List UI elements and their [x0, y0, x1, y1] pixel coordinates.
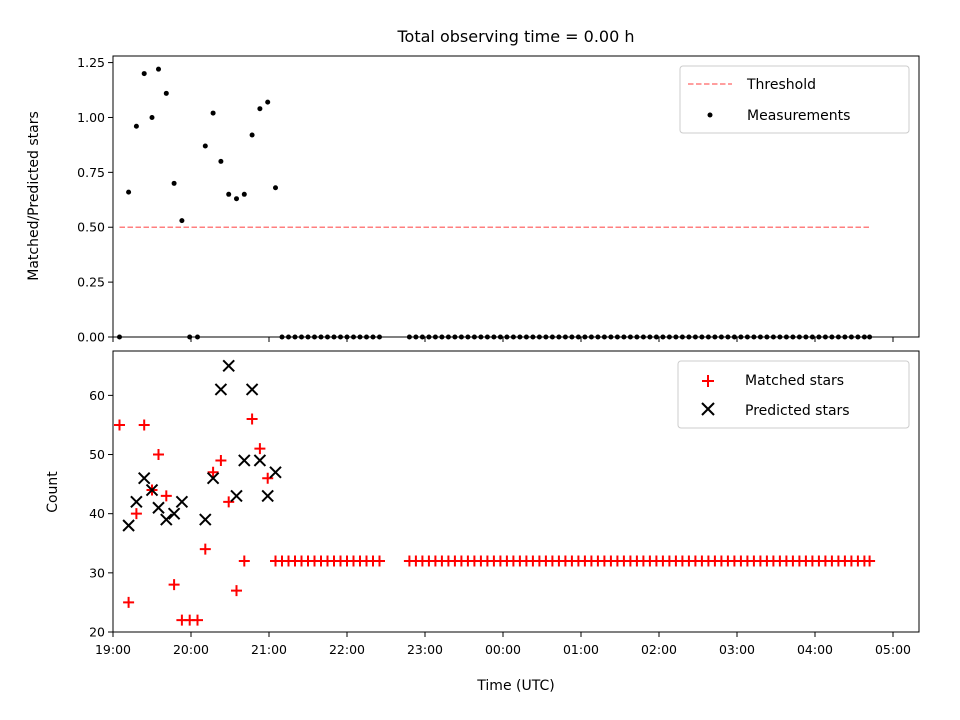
matched-star-point [168, 579, 180, 591]
matched-star-point [262, 472, 274, 484]
bottom-y-tick-label: 50 [89, 447, 105, 462]
measurement-point [234, 196, 239, 202]
legend-predicted-label: Predicted stars [745, 403, 850, 419]
predicted-star-point [122, 519, 135, 532]
matched-star-point [231, 585, 242, 597]
predicted-star-point [230, 489, 243, 503]
bottom-plot-frame [112, 350, 920, 633]
predicted-star-point [130, 495, 143, 509]
x-axis-label: Time (UTC) [476, 678, 554, 694]
x-tick-label: 22:00 [329, 642, 365, 657]
legend-measurements-swatch [707, 112, 713, 118]
matched-star-point [160, 490, 172, 502]
measurement-point [249, 132, 255, 138]
predicted-star-point [238, 454, 251, 467]
x-tick-label: 04:00 [797, 642, 833, 657]
predicted-star-point [253, 454, 267, 467]
x-tick-label: 05:00 [875, 642, 911, 657]
predicted-star-point [206, 471, 220, 485]
x-tick-label: 00:00 [485, 642, 521, 657]
measurement-point [218, 158, 224, 164]
measurement-point [179, 218, 185, 224]
measurement-point [210, 110, 216, 116]
top-y-axis-label: Matched/Predicted stars [26, 111, 42, 281]
matched-star-point [138, 419, 150, 431]
predicted-star-point [261, 489, 274, 503]
matched-star-point [864, 555, 876, 567]
predicted-star-point [199, 513, 212, 526]
predicted-star-point [167, 507, 181, 520]
bottom-y-tick-label: 20 [89, 625, 105, 640]
predicted-star-point [222, 359, 235, 372]
matched-star-point [130, 508, 142, 520]
matched-star-point [246, 413, 258, 425]
top-y-tick-label: 1.00 [77, 110, 105, 125]
matched-star-point [238, 555, 250, 567]
matched-star-point [223, 496, 235, 508]
matched-star-point [192, 614, 203, 626]
matched-star-point [254, 443, 266, 455]
predicted-star-point [175, 495, 189, 509]
top-y-tick-label: 0.25 [77, 275, 105, 290]
measurement-point [273, 185, 278, 191]
top-plot-frame [112, 55, 920, 338]
x-tick-label: 23:00 [407, 642, 443, 657]
measurement-point [156, 66, 161, 72]
predicted-star-point [245, 383, 259, 396]
measurement-point [126, 189, 132, 195]
legend-threshold-label: Threshold [746, 77, 816, 93]
bottom-y-axis-label: Count [45, 471, 61, 513]
bottom-y-tick-label: 60 [89, 388, 105, 403]
bottom-legend: Matched stars Predicted stars [677, 360, 910, 429]
legend-measurements-label: Measurements [747, 108, 850, 124]
x-tick-label: 19:00 [95, 642, 131, 657]
top-y-tick-label: 1.25 [77, 55, 105, 70]
measurement-point [202, 143, 208, 149]
bottom-plot-area: 20 30 40 50 60 19:00 20:00 21:00 22:00 23:00 00:00… [89, 359, 911, 657]
legend-predicted-swatch [701, 402, 715, 416]
predicted-star-point [269, 466, 282, 479]
top-y-tick-label: 0.50 [77, 220, 105, 235]
top-plot-area: 0.00 0.25 0.50 0.75 1.00 1.25 [77, 55, 894, 345]
measurement-point [141, 71, 147, 77]
measurement-point [171, 180, 177, 186]
predicted-star-point [152, 501, 165, 514]
bottom-y-tick-label: 40 [89, 506, 105, 521]
bottom-y-tick-label: 30 [89, 565, 105, 580]
matched-star-point [207, 466, 219, 478]
measurement-point [241, 191, 247, 197]
top-y-tick-label: 0.00 [77, 330, 105, 345]
predicted-star-point [160, 513, 173, 526]
top-legend: Threshold Measurements [679, 65, 910, 134]
top-y-tick-label: 0.75 [77, 165, 105, 180]
measurement-point [149, 114, 155, 120]
x-tick-label: 02:00 [641, 642, 677, 657]
top-chart-title: Total observing time = 0.00 h [396, 27, 634, 46]
matched-star-point [153, 449, 164, 461]
measurement-point [226, 191, 232, 197]
matched-star-point [114, 419, 125, 431]
x-tick-label: 21:00 [251, 642, 287, 657]
top-legend-box [679, 65, 910, 134]
measurement-point [133, 123, 139, 129]
predicted-star-point [137, 471, 151, 485]
matched-star-point [123, 596, 135, 608]
x-tick-label: 03:00 [719, 642, 755, 657]
bottom-legend-box [677, 360, 910, 429]
measurement-point [265, 99, 271, 105]
matched-star-point [374, 555, 385, 567]
measurement-point [257, 106, 263, 112]
x-tick-label: 01:00 [563, 642, 599, 657]
predicted-star-point [214, 383, 228, 396]
matched-star-point [215, 454, 227, 466]
x-tick-label: 20:00 [173, 642, 209, 657]
legend-matched-swatch [702, 375, 714, 387]
matched-star-point [199, 543, 211, 555]
predicted-star-point [145, 483, 159, 497]
measurement-point [163, 90, 169, 96]
legend-matched-label: Matched stars [745, 373, 844, 389]
